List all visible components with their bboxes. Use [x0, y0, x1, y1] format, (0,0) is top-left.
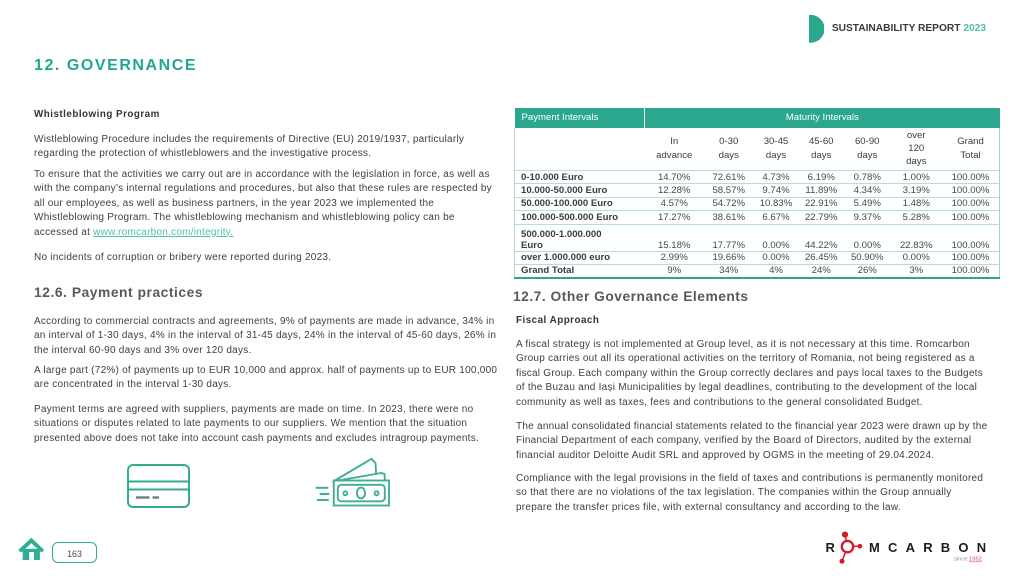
- svg-text:MCARBON: MCARBON: [869, 540, 992, 555]
- svg-text:1952: 1952: [969, 557, 982, 563]
- svg-text:since: since: [954, 557, 968, 563]
- svg-text:R: R: [826, 540, 836, 555]
